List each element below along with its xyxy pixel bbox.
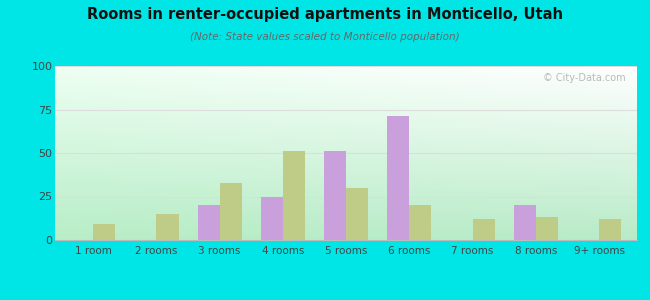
Text: (Note: State values scaled to Monticello population): (Note: State values scaled to Monticello… [190, 32, 460, 41]
Bar [93, 224, 115, 240]
Bar [387, 116, 410, 240]
Bar [536, 218, 558, 240]
Bar [410, 205, 432, 240]
Bar [514, 205, 536, 240]
Bar [283, 151, 305, 240]
Bar [157, 214, 179, 240]
Text: Rooms in renter-occupied apartments in Monticello, Utah: Rooms in renter-occupied apartments in M… [87, 8, 563, 22]
Text: © City-Data.com: © City-Data.com [543, 73, 625, 83]
Bar [261, 196, 283, 240]
Bar [220, 183, 242, 240]
Bar [599, 219, 621, 240]
Bar [198, 205, 220, 240]
Bar [473, 219, 495, 240]
Bar [346, 188, 369, 240]
Bar [324, 151, 346, 240]
